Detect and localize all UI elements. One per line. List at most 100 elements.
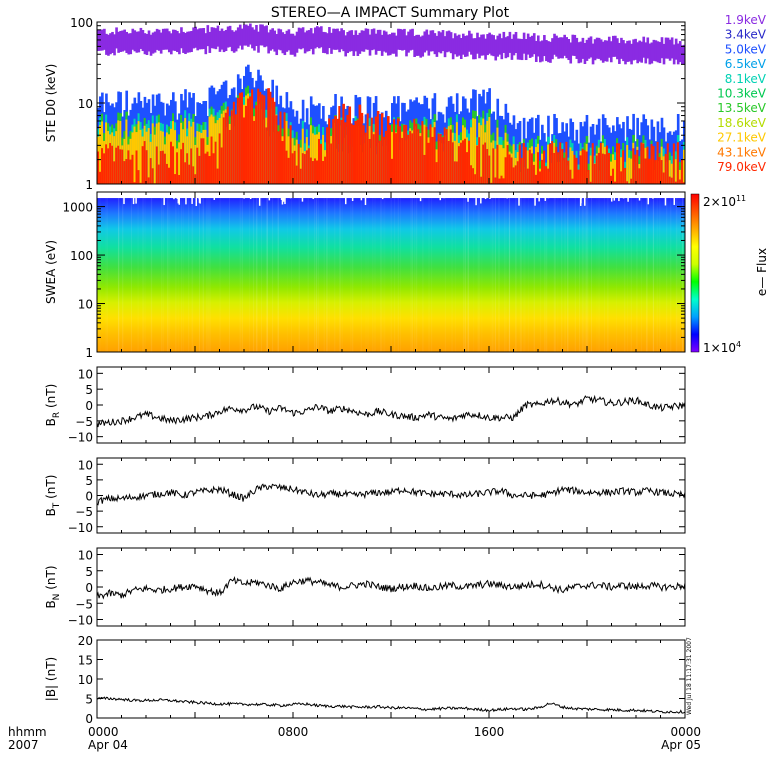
bt-frame xyxy=(96,457,686,534)
ste-bar xyxy=(640,142,644,184)
ste-bar xyxy=(575,37,579,59)
ste-bar xyxy=(674,38,678,60)
ste-bar xyxy=(200,28,204,50)
ste-bar xyxy=(226,26,230,48)
legend-entry: 27.1keV xyxy=(717,131,767,145)
swea-streak xyxy=(351,198,353,352)
ste-bar xyxy=(125,159,129,184)
ste-bar xyxy=(196,29,199,51)
swea-gap xyxy=(489,192,491,199)
ste-bar xyxy=(159,32,163,54)
swea-gap xyxy=(123,192,125,205)
swea-streak xyxy=(678,198,680,352)
swea-streak xyxy=(477,198,479,352)
ste-bar xyxy=(429,30,433,52)
y-tick-label: 20 xyxy=(78,634,93,648)
swea-gap xyxy=(163,192,165,206)
ste-bar xyxy=(145,150,149,184)
ste-bar xyxy=(107,148,110,184)
ste-bar xyxy=(530,35,534,57)
ste-bar xyxy=(676,142,680,184)
ste-bar xyxy=(480,34,483,56)
swea-streak xyxy=(566,198,568,352)
swea-streak xyxy=(291,198,292,352)
ste-bar xyxy=(186,153,189,184)
ste-bar xyxy=(583,42,587,65)
ste-bar xyxy=(305,30,309,52)
ste-bar xyxy=(524,39,528,61)
swea-gap xyxy=(344,192,347,205)
y-tick-label: 100 xyxy=(70,16,93,30)
ste-bar xyxy=(528,149,532,184)
swea-streak xyxy=(451,198,453,352)
ste-bar xyxy=(167,31,171,53)
ste-bar xyxy=(549,143,552,184)
ste-bar xyxy=(149,158,153,184)
ste-bar xyxy=(352,34,356,56)
ste-bar xyxy=(502,178,506,184)
ste-bar xyxy=(425,126,429,184)
ste-bar xyxy=(346,114,350,184)
ste-bar xyxy=(234,30,238,52)
ste-bar xyxy=(391,32,394,54)
swea-gap xyxy=(312,192,314,200)
ste-bar xyxy=(514,165,518,184)
ste-bar xyxy=(163,28,167,50)
ste-bar xyxy=(354,30,358,52)
y-tick-label: −5 xyxy=(75,505,93,519)
ste-bar xyxy=(230,30,234,52)
ste-bar xyxy=(391,131,394,184)
ste-bar xyxy=(672,143,676,184)
ste-bar xyxy=(435,35,439,57)
ste-bar xyxy=(449,32,453,54)
swea-streak xyxy=(118,198,120,352)
ste-bar xyxy=(224,29,228,52)
legend-entry: 79.0keV xyxy=(717,160,767,174)
ste-bar xyxy=(654,160,658,184)
ste-bar xyxy=(322,31,325,53)
ste-bar xyxy=(380,113,384,184)
colorbar: 2×1011 1×104 e— Flux xyxy=(690,193,769,355)
swea-streak xyxy=(514,198,516,352)
ste-bar xyxy=(589,155,593,184)
ste-bar xyxy=(530,153,534,184)
swea-streak xyxy=(339,198,341,352)
ste-bar xyxy=(466,35,469,57)
ste-bar xyxy=(595,37,599,59)
swea-streak xyxy=(374,198,376,352)
swea-streak xyxy=(412,198,414,352)
ste-bar xyxy=(107,34,110,56)
swea-gap xyxy=(364,192,367,206)
ste-bar xyxy=(555,146,558,184)
ste-bar xyxy=(320,143,323,184)
ste-bar xyxy=(101,29,104,51)
ste-bar xyxy=(273,30,277,52)
ste-bar xyxy=(113,161,116,184)
ste-bar xyxy=(443,127,447,184)
swea-gap xyxy=(638,192,641,201)
ste-bar xyxy=(249,23,252,45)
ste-bar xyxy=(395,35,398,57)
swea-streak xyxy=(253,198,255,352)
swea-streak xyxy=(524,198,526,352)
swea-streak xyxy=(137,198,139,352)
ste-bar xyxy=(269,91,272,184)
ste-bar xyxy=(614,181,617,184)
swea-gap xyxy=(673,192,676,206)
ste-bar xyxy=(455,161,459,184)
ste-bar xyxy=(678,41,682,63)
ste-bar xyxy=(482,34,485,56)
ste-bar xyxy=(453,33,457,55)
ste-bar xyxy=(208,156,212,184)
legend-entry: 8.1keV xyxy=(725,72,767,86)
ste-bar xyxy=(524,147,528,184)
ste-bar xyxy=(105,144,108,184)
ste-bar xyxy=(356,34,360,56)
ste-bar xyxy=(437,31,441,53)
swea-streak xyxy=(561,198,563,352)
ste-bar xyxy=(358,104,362,184)
ste-bar xyxy=(117,145,120,184)
swea-streak xyxy=(585,198,587,352)
ste-bar xyxy=(210,136,214,184)
